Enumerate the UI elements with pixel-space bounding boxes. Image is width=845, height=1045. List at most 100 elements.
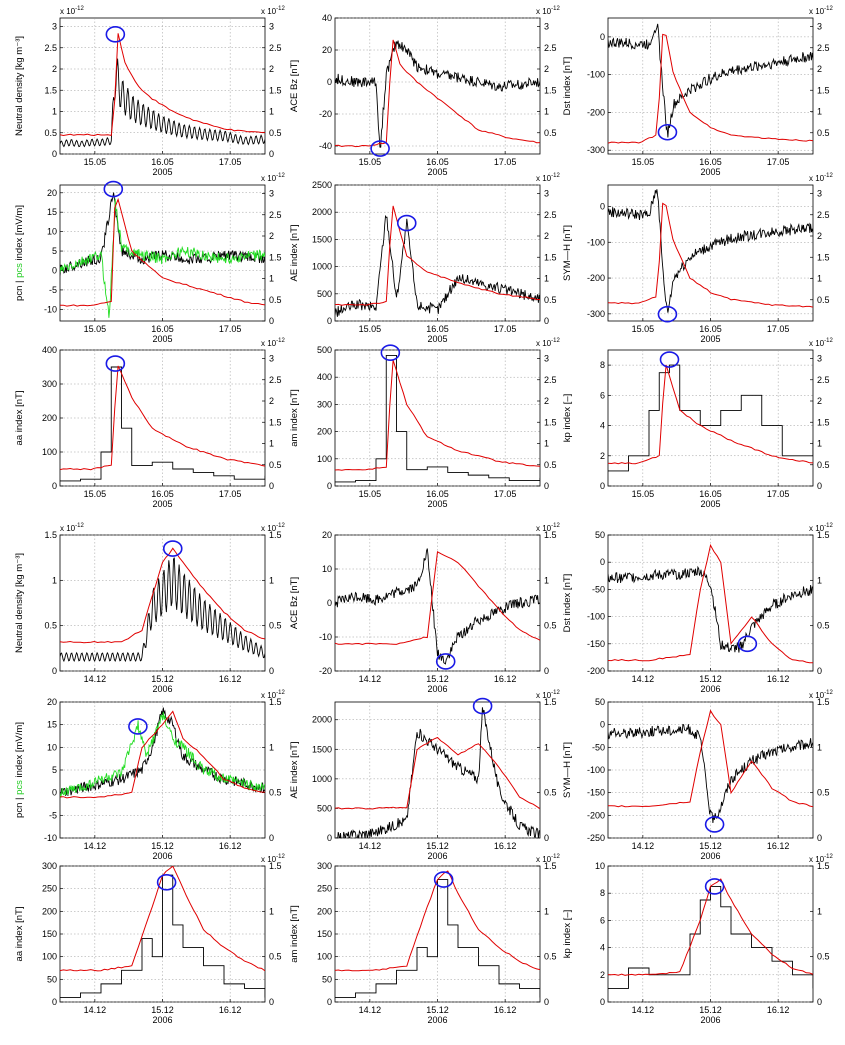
y-tick-label: -100 (587, 70, 605, 80)
y-right-tick-label: 2.5 (269, 210, 282, 220)
x-tick-label: 16.05 (426, 324, 449, 334)
plot-content (608, 543, 813, 664)
x-tick-label: 15.05 (84, 157, 107, 167)
y-right-tick-label: 2.5 (269, 43, 282, 53)
x-axis-label: 2005 (427, 334, 447, 344)
y-tick-label: 2000 (312, 207, 332, 217)
x-axis-label: 2005 (700, 334, 720, 344)
y-right-tick-label: 1.5 (817, 861, 830, 871)
y-right-tick-label: 0.5 (544, 128, 557, 138)
series-red (608, 364, 813, 465)
right-exponent-label: x 10-12 (261, 690, 285, 700)
y-tick-label: 20 (322, 530, 332, 540)
y-right-tick-label: 3 (817, 22, 822, 32)
y-tick-label: -200 (587, 107, 605, 117)
x-tick-label: 14.12 (84, 674, 107, 684)
series-black (335, 548, 540, 665)
y-axis-label: kp index [–] (562, 910, 573, 959)
x-tick-label: 17.05 (494, 157, 517, 167)
y-right-tick-label: 3 (269, 189, 274, 199)
series-red (335, 205, 540, 306)
right-exponent-label: x 10-12 (809, 338, 833, 348)
series-red (60, 33, 265, 137)
series-red (608, 33, 813, 144)
panel-p6: 15.05 16.05 17.05 2005 -300 -200 -100 0 0.5 1 1.5 2… (562, 173, 833, 344)
y-right-tick-label: 3 (544, 189, 549, 199)
y-right-tick-label: 0 (544, 481, 549, 491)
series-black (608, 364, 813, 472)
y-axis-label: aa index [nT] (14, 907, 25, 962)
series-black (60, 366, 265, 482)
x-tick-label: 15.12 (699, 1005, 722, 1015)
y-right-tick-label: 0.5 (269, 621, 282, 631)
x-tick-label: 15.05 (632, 489, 655, 499)
series-red (608, 709, 813, 808)
y-tick-label: 250 (317, 884, 332, 894)
x-tick-label: 15.05 (632, 324, 655, 334)
highlight-circle (659, 351, 680, 368)
x-axis-label: 2006 (700, 1015, 720, 1025)
x-tick-label: 16.05 (699, 157, 722, 167)
y-right-tick-label: 0.5 (544, 621, 557, 631)
right-exponent-label: x 10-12 (536, 854, 560, 864)
series-black (608, 885, 813, 989)
y-right-tick-label: 0.5 (817, 952, 830, 962)
y-right-tick-label: 0 (544, 316, 549, 326)
y-tick-label: -250 (587, 833, 605, 843)
x-tick-label: 15.05 (359, 489, 382, 499)
highlight-circle (396, 214, 417, 232)
series-black (335, 354, 540, 483)
right-exponent-label: x 10-12 (536, 690, 560, 700)
x-tick-label: 17.05 (494, 324, 517, 334)
y-right-tick-label: 0 (817, 666, 822, 676)
x-axis-label: 2005 (152, 167, 172, 177)
y-tick-label: 0 (52, 666, 57, 676)
y-right-tick-label: 2 (269, 396, 274, 406)
y-tick-label: 0 (600, 997, 605, 1007)
x-axis-label: 2006 (152, 684, 172, 694)
series-red (60, 710, 265, 799)
highlight-circle (162, 540, 183, 557)
x-tick-label: 16.12 (219, 674, 242, 684)
y-tick-label: 50 (322, 974, 332, 984)
y-axis-label: pcn | pcs index [mV/m] (14, 205, 25, 301)
y-right-tick-label: 1 (544, 906, 549, 916)
y-tick-label: 0 (600, 557, 605, 567)
y-tick-label: 2000 (312, 715, 332, 725)
x-axis-label: 2006 (427, 851, 447, 861)
x-tick-label: 14.12 (84, 1005, 107, 1015)
panel-p12: 14.12 15.12 16.12 2006 -200 -150 -100 -50 0 50 0 0.… (562, 523, 833, 694)
y-right-tick-label: 2 (544, 396, 549, 406)
y-axis-label: am index [nT] (289, 905, 300, 963)
plot-content (608, 189, 813, 313)
y-right-tick-label: 1 (269, 742, 274, 752)
x-tick-label: 17.05 (767, 324, 790, 334)
y-right-tick-label: 1 (269, 439, 274, 449)
y-tick-label: 3 (52, 22, 57, 32)
y-right-tick-label: 1 (817, 107, 822, 117)
y-tick-label: -150 (587, 639, 605, 649)
y-axis-label: aa index [nT] (14, 391, 25, 446)
y-right-tick-label: 1 (817, 742, 822, 752)
series-red (608, 543, 813, 664)
y-right-tick-label: 0 (544, 666, 549, 676)
y-tick-label: 200 (42, 906, 57, 916)
y-right-tick-label: 0 (269, 481, 274, 491)
y-right-tick-label: 1.5 (817, 417, 830, 427)
y-tick-label: -40 (319, 141, 332, 151)
y-right-tick-label: 2.5 (544, 43, 557, 53)
y-tick-label: 0 (327, 598, 332, 608)
y-axis-label: Dst index [nT] (562, 57, 573, 116)
y-tick-label: -10 (44, 833, 57, 843)
plot-content (60, 365, 265, 482)
y-right-tick-label: 0.5 (817, 128, 830, 138)
x-tick-label: 16.12 (494, 674, 517, 684)
y-right-tick-label: 2 (544, 231, 549, 241)
y-tick-label: 100 (317, 952, 332, 962)
y-right-tick-label: 1 (817, 439, 822, 449)
highlight-circle (737, 635, 758, 653)
y-tick-label: -100 (587, 612, 605, 622)
y-right-tick-label: 3 (269, 22, 274, 32)
highlight-circle (105, 355, 126, 372)
y-right-tick-label: 3 (544, 354, 549, 364)
